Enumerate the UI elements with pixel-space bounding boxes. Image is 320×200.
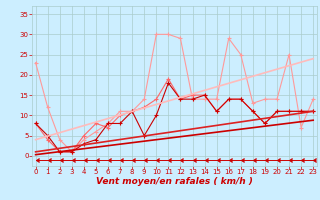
X-axis label: Vent moyen/en rafales ( km/h ): Vent moyen/en rafales ( km/h ) — [96, 177, 253, 186]
